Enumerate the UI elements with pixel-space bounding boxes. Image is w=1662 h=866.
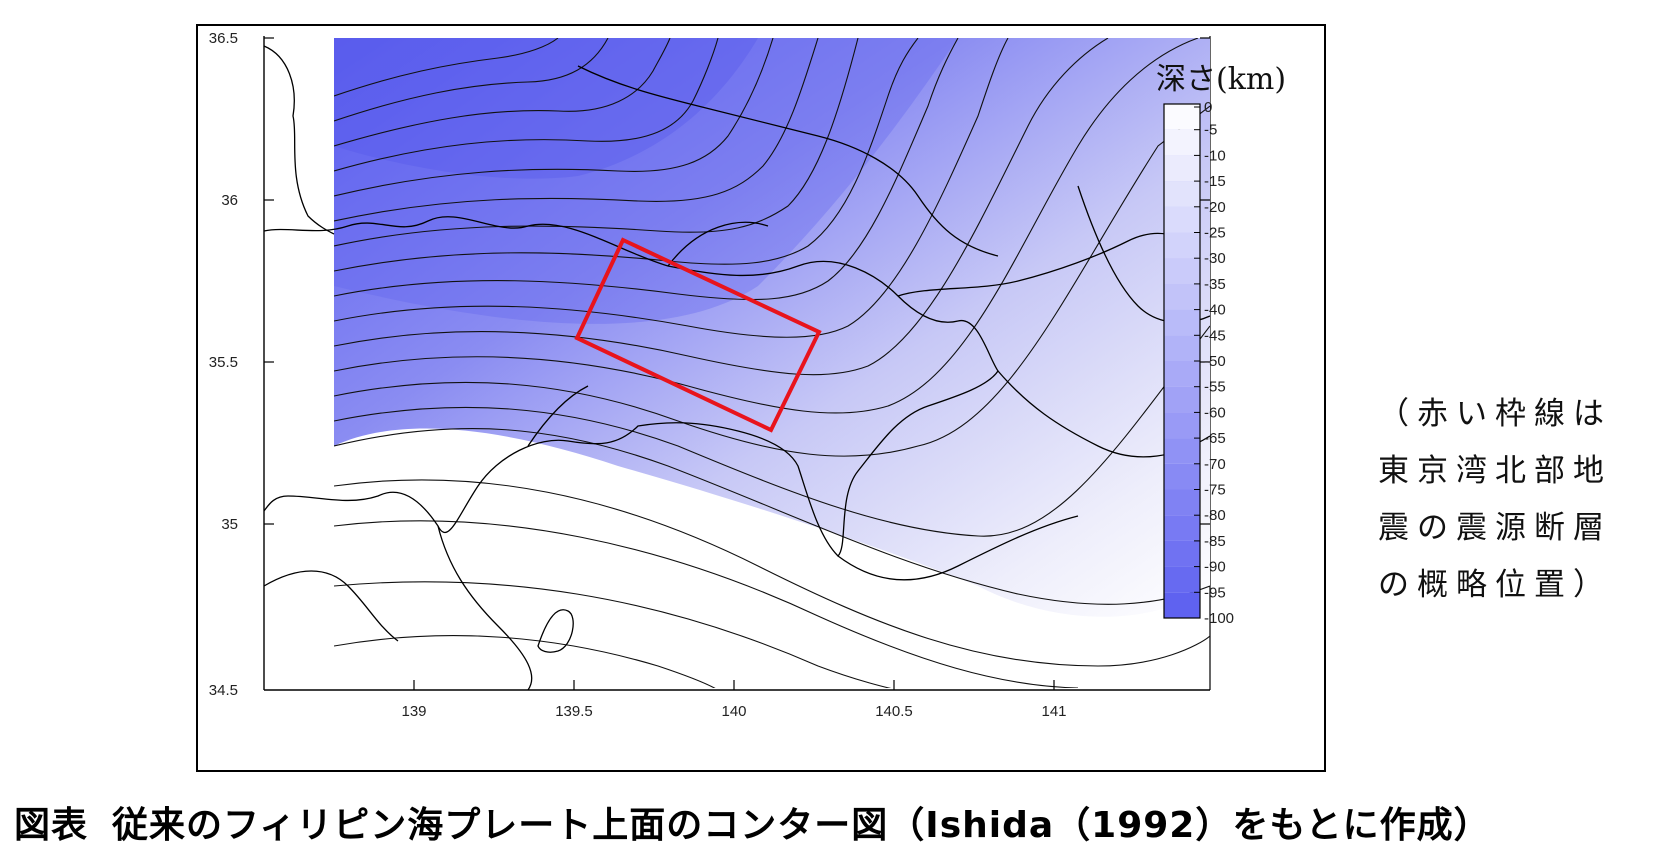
legend-swatch — [1164, 515, 1200, 541]
legend-swatch — [1164, 592, 1200, 618]
legend-level-label: -25 — [1204, 225, 1226, 242]
y-tick-labels: 36.5 36 35.5 35 34.5 — [209, 30, 238, 699]
legend-level-label: -45 — [1204, 327, 1226, 344]
legend-level-label: -50 — [1204, 353, 1226, 370]
contour-lines — [334, 38, 1210, 688]
legend-color-bar: 0 -5 -10 -15 -20 -25 -30 -35 -40 -45 -50 -55 -60 -65 -… — [1163, 99, 1234, 627]
note-line: 震の震源断層 — [1378, 510, 1612, 546]
legend-level-label: -75 — [1204, 482, 1226, 499]
legend-swatch — [1164, 155, 1200, 182]
coastlines — [263, 45, 1211, 691]
legend-level-label: -90 — [1204, 559, 1226, 576]
legend-swatch — [1164, 489, 1200, 516]
legend-level-label: -85 — [1204, 533, 1226, 550]
legend-level-label: -40 — [1204, 302, 1226, 319]
legend-swatch — [1164, 335, 1200, 361]
legend-swatch — [1164, 232, 1200, 259]
legend-swatch — [1164, 104, 1200, 130]
y-tick-label: 34.5 — [209, 682, 238, 699]
caption-text: 従来のフィリピン海プレート上面のコンター図（Ishida（1992）をもとに作成… — [112, 805, 1491, 846]
legend-level-label: -35 — [1204, 276, 1226, 293]
note-line: （赤い枠線は — [1378, 396, 1612, 432]
legend-swatch — [1164, 309, 1200, 336]
tick-marks — [264, 37, 1210, 690]
x-tick-label: 141 — [1041, 703, 1066, 720]
y-tick-label: 35 — [221, 516, 238, 533]
contour-map: 36.5 36 35.5 35 34.5 139 139.5 140 140.5… — [209, 30, 1234, 720]
legend-level-label: -10 — [1204, 147, 1226, 164]
legend-level-label: -15 — [1204, 173, 1226, 190]
legend-swatch — [1164, 258, 1200, 284]
legend-swatch — [1164, 438, 1200, 464]
x-tick-label: 139 — [401, 703, 426, 720]
map-frame: 36.5 36 35.5 35 34.5 139 139.5 140 140.5… — [196, 24, 1326, 772]
legend-swatch — [1164, 386, 1200, 413]
fault-source-rectangle — [574, 237, 822, 433]
legend-swatch — [1164, 361, 1200, 387]
legend-swatch — [1164, 181, 1200, 207]
legend-swatch — [1164, 206, 1200, 233]
legend-swatch — [1164, 412, 1200, 439]
figure-caption: 図表 従来のフィリピン海プレート上面のコンター図（Ishida（1992）をもとに… — [14, 796, 1491, 848]
legend-level-label: 0 — [1204, 99, 1212, 116]
legend-level-label: -65 — [1204, 430, 1226, 447]
legend-level-label: -95 — [1204, 584, 1226, 601]
legend-title: 深さ(km) — [1156, 62, 1287, 97]
x-tick-label: 140 — [721, 703, 746, 720]
legend-level-label: -30 — [1204, 250, 1226, 267]
depth-shading — [334, 38, 1210, 617]
caption-label: 図表 — [14, 805, 89, 846]
fault-note: （赤い枠線は 東京湾北部地 震の震源断層 の概略位置） — [1378, 386, 1648, 614]
legend-swatch — [1164, 463, 1200, 490]
x-tick-label: 139.5 — [555, 703, 593, 720]
legend-swatch — [1164, 566, 1200, 593]
y-tick-label: 35.5 — [209, 354, 238, 371]
y-tick-label: 36 — [221, 192, 238, 209]
y-tick-label: 36.5 — [209, 30, 238, 47]
legend-swatch — [1164, 129, 1200, 156]
x-tick-label: 140.5 — [875, 703, 913, 720]
legend-level-label: -55 — [1204, 379, 1226, 396]
note-line: 東京湾北部地 — [1378, 453, 1612, 489]
x-tick-labels: 139 139.5 140 140.5 141 — [401, 703, 1066, 720]
legend-level-label: -80 — [1204, 507, 1226, 524]
legend-level-label: -70 — [1204, 456, 1226, 473]
legend-level-label: -100 — [1204, 610, 1234, 627]
note-line: の概略位置） — [1378, 567, 1612, 603]
legend-swatch — [1164, 540, 1200, 567]
legend-swatch — [1164, 283, 1200, 310]
legend-level-label: -5 — [1204, 122, 1217, 139]
legend-level-label: -60 — [1204, 404, 1226, 421]
legend-level-label: -20 — [1204, 199, 1226, 216]
